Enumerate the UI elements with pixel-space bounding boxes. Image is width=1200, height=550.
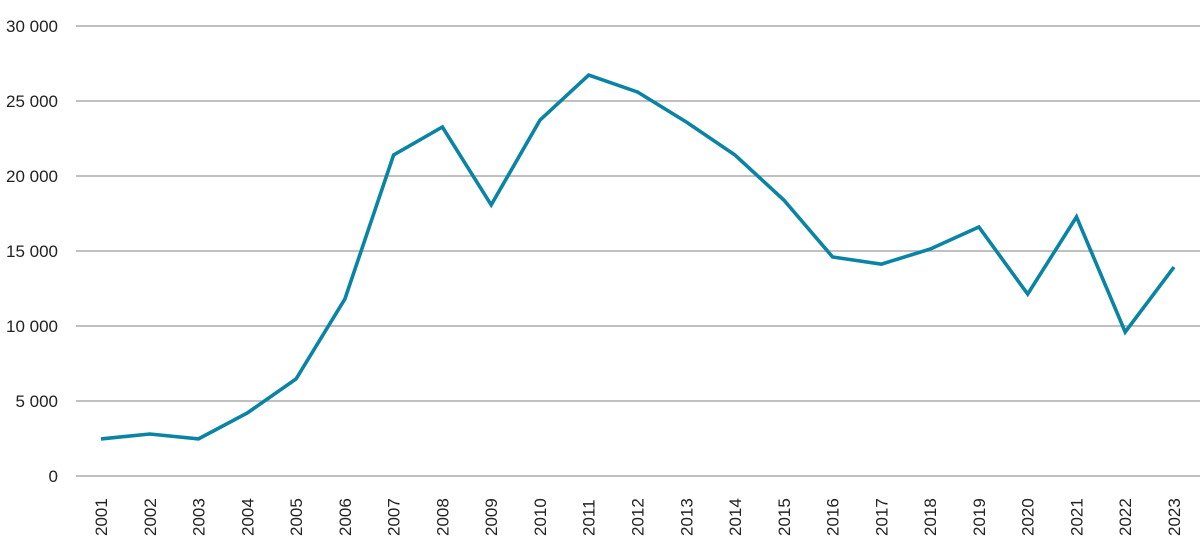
x-tick-label: 2014 <box>726 498 745 536</box>
x-tick-label: 2009 <box>482 498 501 536</box>
y-tick-label: 5 000 <box>15 392 58 411</box>
y-tick-label: 0 <box>49 467 58 486</box>
x-tick-label: 2021 <box>1067 498 1086 536</box>
x-tick-label: 2018 <box>921 498 940 536</box>
series-line <box>100 73 1176 441</box>
x-axis-labels: 2001 2002 2003 2004 2005 2006 2007 2008 2009 2010… <box>92 498 1184 536</box>
y-tick-label: 10 000 <box>6 317 58 336</box>
x-tick-label: 2011 <box>580 499 599 536</box>
x-tick-label: 2002 <box>141 498 160 536</box>
x-tick-label: 2003 <box>190 498 209 536</box>
x-tick-label: 2006 <box>336 498 355 536</box>
x-tick-label: 2016 <box>824 498 843 536</box>
x-tick-label: 2020 <box>1019 498 1038 536</box>
y-tick-label: 30 000 <box>6 17 58 36</box>
y-tick-label: 20 000 <box>6 167 58 186</box>
y-tick-label: 25 000 <box>6 92 58 111</box>
x-tick-label: 2010 <box>531 498 550 536</box>
x-tick-label: 2005 <box>287 498 306 536</box>
x-tick-label: 2013 <box>677 498 696 536</box>
x-tick-label: 2012 <box>629 498 648 536</box>
x-tick-label: 2019 <box>970 498 989 536</box>
x-tick-label: 2008 <box>433 498 452 536</box>
data-series <box>100 73 1176 441</box>
x-tick-label: 2015 <box>775 498 794 536</box>
y-tick-label: 15 000 <box>6 242 58 261</box>
y-axis-labels: 0 5 000 10 000 15 000 20 000 25 000 30 000 <box>6 17 58 486</box>
x-tick-label: 2001 <box>92 498 111 536</box>
x-tick-label: 2017 <box>872 498 891 536</box>
x-tick-label: 2004 <box>238 498 257 536</box>
x-tick-label: 2007 <box>385 498 404 536</box>
x-tick-label: 2022 <box>1116 498 1135 536</box>
x-tick-label: 2023 <box>1165 498 1184 536</box>
